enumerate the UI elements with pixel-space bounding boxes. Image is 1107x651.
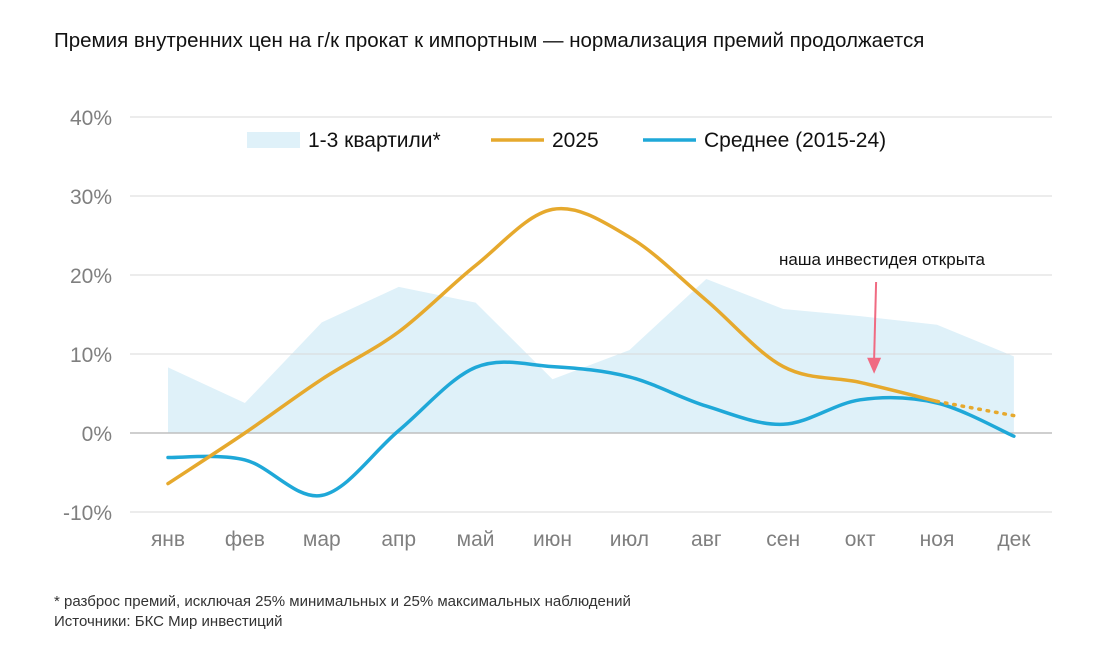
x-tick-label: ноя: [920, 528, 955, 551]
x-tick-label: авг: [691, 528, 722, 551]
legend: 1-3 квартили* 2025 Среднее (2015-24): [247, 129, 886, 152]
y-axis-ticks: -10% 0% 10% 20% 30% 40%: [63, 107, 112, 525]
footnote-source: Источники: БКС Мир инвестиций: [54, 613, 283, 630]
annotation-arrow-shaft: [873, 281, 878, 360]
x-tick-label: янв: [151, 528, 185, 551]
y-tick-label: -10%: [63, 502, 112, 525]
x-tick-label: июн: [533, 528, 572, 551]
legend-label-quartiles: 1-3 квартили*: [308, 129, 441, 152]
gridlines: [130, 116, 1052, 513]
series-line-average: [166, 360, 1016, 498]
legend-label-2025: 2025: [552, 129, 599, 152]
series-layer: [166, 206, 1016, 498]
x-tick-label: апр: [381, 528, 416, 551]
footnotes: * разброс премий, исключая 25% минимальн…: [54, 592, 631, 632]
x-tick-label: июл: [610, 528, 649, 551]
x-tick-label: мар: [303, 528, 341, 551]
chart-title: Премия внутренних цен на г/к прокат к им…: [54, 29, 925, 52]
y-tick-label: 20%: [70, 265, 112, 288]
legend-label-average: Среднее (2015-24): [704, 129, 886, 152]
series-line-2025: [166, 206, 939, 486]
annotation-layer: наша инвестидея открыта: [779, 250, 986, 374]
x-axis-ticks: янв фев мар апр май июн июл авг сен окт ноя дек: [151, 528, 1031, 551]
annotation-text: наша инвестидея открыта: [779, 250, 985, 269]
x-tick-label: май: [457, 528, 495, 551]
y-tick-label: 0%: [82, 423, 112, 446]
legend-swatch-quartiles: [247, 132, 300, 148]
x-tick-label: фев: [225, 528, 265, 551]
quartile-band-layer: [168, 279, 1014, 433]
y-tick-label: 40%: [70, 107, 112, 130]
y-tick-label: 30%: [70, 186, 112, 209]
quartile-band-area: [168, 279, 1014, 433]
annotation-arrow-head: [867, 357, 882, 374]
footnote-quartiles: * разброс премий, исключая 25% минимальн…: [54, 593, 631, 610]
x-tick-label: дек: [997, 528, 1031, 551]
y-tick-label: 10%: [70, 344, 112, 367]
x-tick-label: сен: [766, 528, 800, 551]
x-tick-label: окт: [845, 528, 876, 551]
